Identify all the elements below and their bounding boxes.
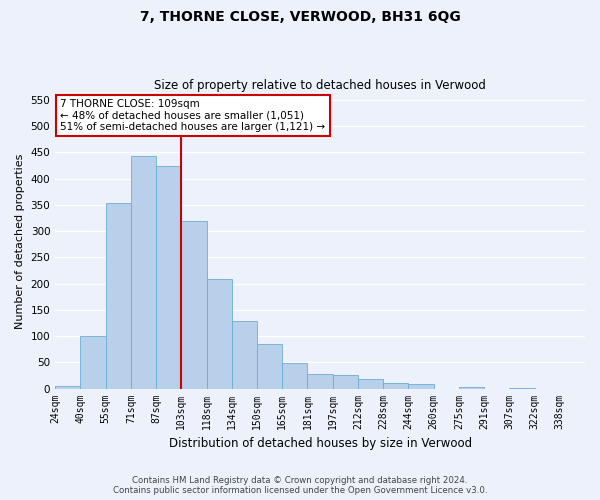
Bar — [206, 280, 232, 388]
Bar — [156, 166, 181, 388]
Bar — [409, 384, 434, 388]
Y-axis label: Number of detached properties: Number of detached properties — [15, 154, 25, 329]
Text: 7 THORNE CLOSE: 109sqm
← 48% of detached houses are smaller (1,051)
51% of semi-: 7 THORNE CLOSE: 109sqm ← 48% of detached… — [61, 99, 326, 132]
Bar — [459, 387, 484, 388]
Bar — [383, 384, 409, 388]
Bar — [232, 322, 257, 388]
Bar — [282, 364, 307, 388]
Bar — [257, 344, 282, 389]
Bar — [131, 156, 156, 388]
X-axis label: Distribution of detached houses by size in Verwood: Distribution of detached houses by size … — [169, 437, 472, 450]
Bar — [332, 376, 358, 388]
Bar — [358, 378, 383, 388]
Text: 7, THORNE CLOSE, VERWOOD, BH31 6QG: 7, THORNE CLOSE, VERWOOD, BH31 6QG — [140, 10, 460, 24]
Bar — [181, 220, 206, 388]
Bar — [55, 386, 80, 388]
Text: Contains HM Land Registry data © Crown copyright and database right 2024.
Contai: Contains HM Land Registry data © Crown c… — [113, 476, 487, 495]
Bar — [106, 203, 131, 388]
Bar — [307, 374, 332, 388]
Bar — [80, 336, 106, 388]
Title: Size of property relative to detached houses in Verwood: Size of property relative to detached ho… — [154, 79, 486, 92]
